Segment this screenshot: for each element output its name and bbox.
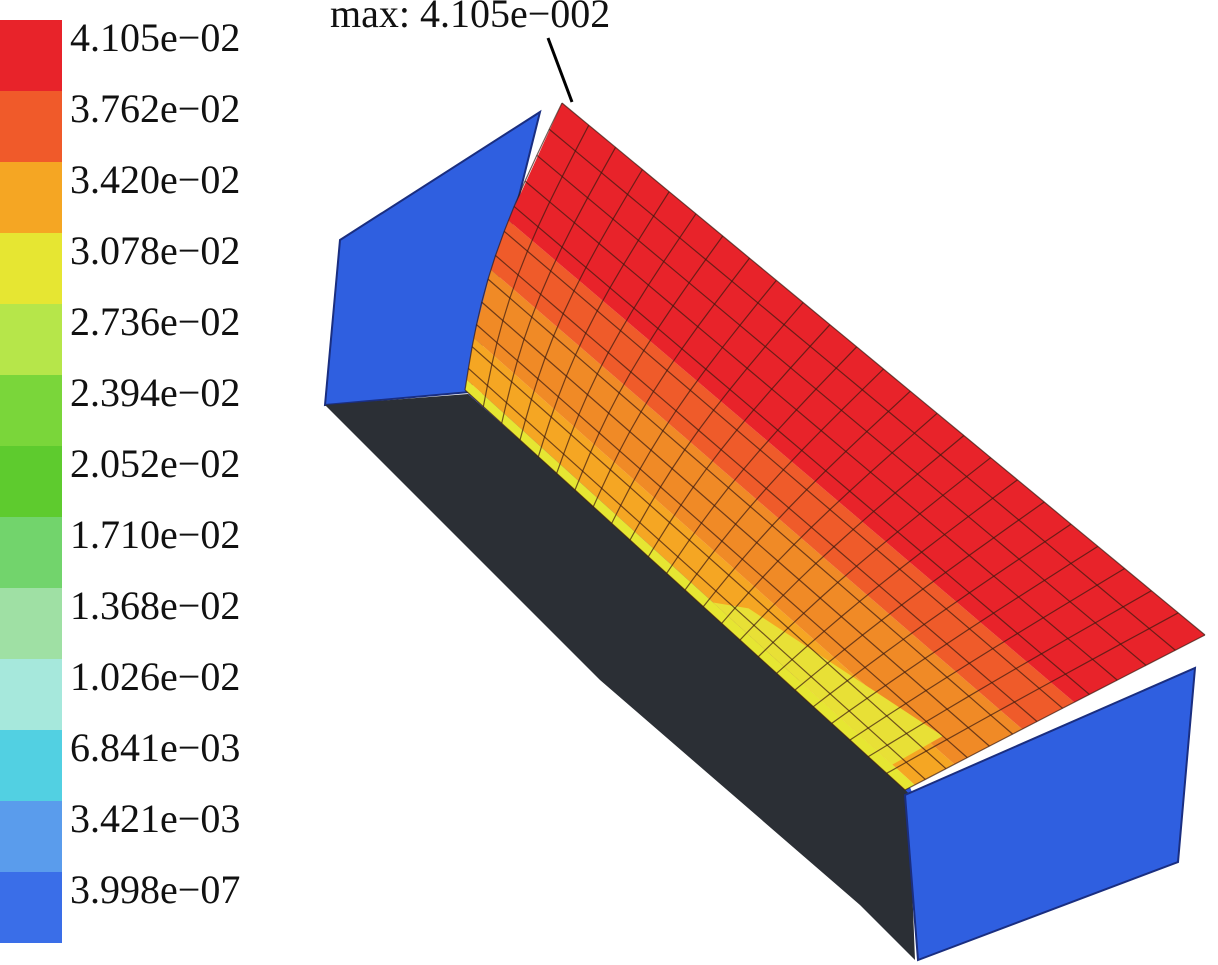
legend-label: 1.026e−02 <box>70 654 240 699</box>
mesh-line <box>471 346 947 770</box>
right-end <box>903 666 1197 962</box>
mesh-line <box>495 255 1038 722</box>
legend-band <box>0 446 62 517</box>
legend-label: 3.421e−03 <box>70 796 240 841</box>
top-surface <box>464 102 1206 791</box>
leader-line <box>546 37 574 103</box>
side-face <box>325 394 915 960</box>
mesh-line <box>513 206 1090 695</box>
legend-band <box>0 91 62 162</box>
legend-label: 4.105e−02 <box>70 15 240 60</box>
legend-band <box>0 730 62 801</box>
legend-band <box>0 517 62 588</box>
mesh-line <box>524 180 1118 681</box>
mesh-line <box>468 367 926 780</box>
mesh-line <box>476 324 968 759</box>
legend-band <box>0 588 62 659</box>
max-annotation: max: 4.105e−002 <box>330 0 610 36</box>
legend-label: 2.394e−02 <box>70 370 240 415</box>
legend-band <box>0 162 62 233</box>
legend-band <box>0 375 62 446</box>
legend-band <box>0 659 62 730</box>
legend-label: 2.736e−02 <box>70 299 240 344</box>
yellow-zone <box>713 602 943 765</box>
legend-label: 1.368e−02 <box>70 583 240 628</box>
legend-label: 3.998e−07 <box>70 867 240 912</box>
legend-label: 6.841e−03 <box>70 725 240 770</box>
legend-label: 2.052e−02 <box>70 441 240 486</box>
surface-band <box>508 103 1205 703</box>
legend-band <box>0 233 62 304</box>
legend-label: 3.420e−02 <box>70 157 240 202</box>
legend-band <box>0 20 62 91</box>
surface-band <box>490 220 1075 730</box>
legend-band <box>0 801 62 872</box>
legend-label: 3.078e−02 <box>70 228 240 273</box>
mesh-line <box>464 389 906 791</box>
mesh-line <box>561 102 1206 636</box>
legend-label: 1.710e−02 <box>70 512 240 557</box>
legend-label: 3.762e−02 <box>70 86 240 131</box>
legend-band <box>0 304 62 375</box>
mesh-line <box>503 230 1064 709</box>
legend: 4.105e−02 3.762e−02 3.420e−02 3.078e−02 2.73… <box>0 15 240 943</box>
mesh-line <box>487 278 1014 735</box>
legend-band <box>0 872 62 943</box>
mesh-line <box>548 128 1176 651</box>
mesh-line <box>481 301 990 747</box>
model <box>323 37 1206 962</box>
surface-band <box>465 379 915 790</box>
mesh-line <box>536 154 1147 666</box>
surface-band <box>473 269 1023 765</box>
